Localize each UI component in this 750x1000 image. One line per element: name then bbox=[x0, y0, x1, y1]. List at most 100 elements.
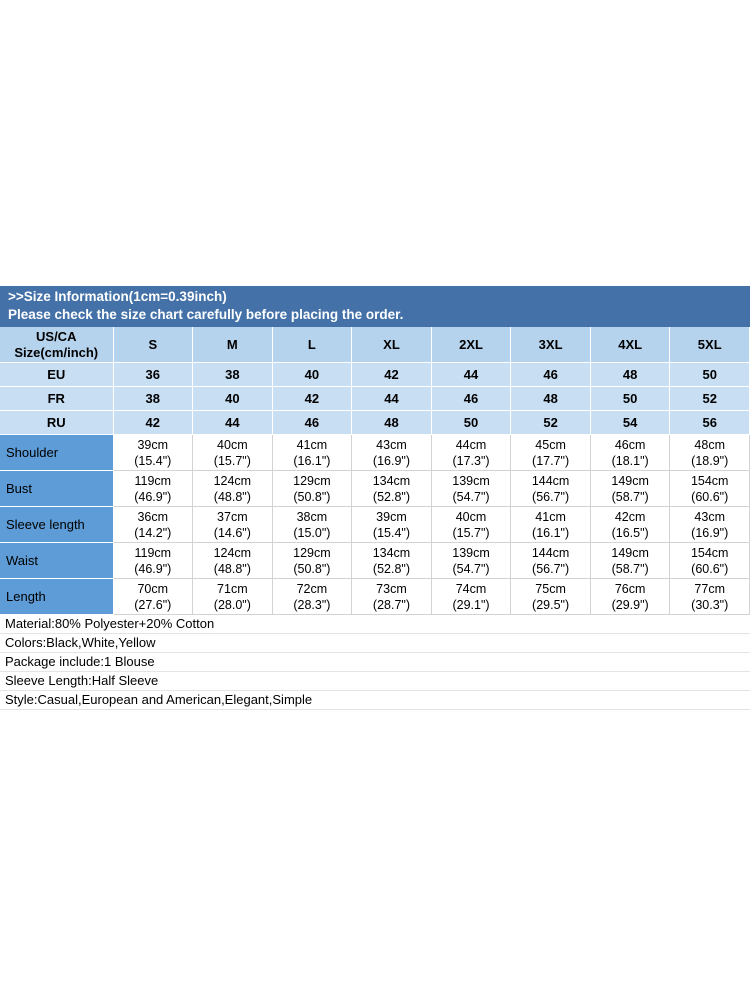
measure-value-cell: 71cm (28.0") bbox=[192, 578, 273, 615]
size-col-header: M bbox=[192, 327, 273, 363]
region-value-cell: 44 bbox=[192, 410, 273, 435]
measure-label: Sleeve length bbox=[0, 506, 114, 543]
measure-row-length: Length 70cm (27.6") 71cm (28.0") 72cm (2… bbox=[0, 578, 750, 615]
measure-value-cell: 70cm (27.6") bbox=[113, 578, 194, 615]
measure-value-cell: 44cm (17.3") bbox=[431, 434, 512, 471]
region-value-cell: 42 bbox=[113, 410, 194, 435]
region-label: FR bbox=[0, 386, 114, 411]
size-col-header: 3XL bbox=[510, 327, 591, 363]
measure-value-cell: 149cm (58.7") bbox=[590, 542, 671, 579]
measure-value-cell: 139cm (54.7") bbox=[431, 470, 512, 507]
banner-subtitle: Please check the size chart carefully be… bbox=[8, 307, 404, 322]
measure-value-cell: 134cm (52.8") bbox=[351, 470, 432, 507]
measure-value-cell: 124cm (48.8") bbox=[192, 542, 273, 579]
region-value-cell: 38 bbox=[192, 362, 273, 387]
measure-value-cell: 39cm (15.4") bbox=[113, 434, 194, 471]
region-row-ru: RU 42 44 46 48 50 52 54 56 bbox=[0, 410, 750, 435]
size-info-banner: >>Size Information(1cm=0.39inch) Please … bbox=[0, 286, 750, 327]
measure-row-bust: Bust 119cm (46.9") 124cm (48.8") 129cm (… bbox=[0, 470, 750, 507]
measure-value-cell: 154cm (60.6") bbox=[669, 470, 750, 507]
size-table: US/CA Size(cm/inch) S M L XL 2XL 3XL 4XL… bbox=[0, 327, 750, 615]
region-value-cell: 46 bbox=[510, 362, 591, 387]
measure-label: Length bbox=[0, 578, 114, 615]
banner-title: >>Size Information(1cm=0.39inch) bbox=[8, 289, 227, 304]
measure-value-cell: 149cm (58.7") bbox=[590, 470, 671, 507]
size-col-header: S bbox=[113, 327, 194, 363]
region-value-cell: 48 bbox=[510, 386, 591, 411]
size-col-header: 5XL bbox=[669, 327, 750, 363]
measure-value-cell: 40cm (15.7") bbox=[192, 434, 273, 471]
measure-value-cell: 41cm (16.1") bbox=[272, 434, 353, 471]
measure-value-cell: 41cm (16.1") bbox=[510, 506, 591, 543]
measure-label: Waist bbox=[0, 542, 114, 579]
measure-label: Shoulder bbox=[0, 434, 114, 471]
measure-value-cell: 45cm (17.7") bbox=[510, 434, 591, 471]
region-value-cell: 46 bbox=[272, 410, 353, 435]
measure-row-waist: Waist 119cm (46.9") 124cm (48.8") 129cm … bbox=[0, 542, 750, 579]
region-value-cell: 38 bbox=[113, 386, 194, 411]
region-row-fr: FR 38 40 42 44 46 48 50 52 bbox=[0, 386, 750, 411]
measure-value-cell: 39cm (15.4") bbox=[351, 506, 432, 543]
measure-value-cell: 144cm (56.7") bbox=[510, 542, 591, 579]
detail-package: Package include:1 Blouse bbox=[0, 653, 750, 672]
measure-value-cell: 124cm (48.8") bbox=[192, 470, 273, 507]
region-value-cell: 50 bbox=[590, 386, 671, 411]
region-value-cell: 50 bbox=[431, 410, 512, 435]
region-row-eu: EU 36 38 40 42 44 46 48 50 bbox=[0, 362, 750, 387]
measure-value-cell: 76cm (29.9") bbox=[590, 578, 671, 615]
region-value-cell: 42 bbox=[272, 386, 353, 411]
region-value-cell: 44 bbox=[431, 362, 512, 387]
region-value-cell: 48 bbox=[351, 410, 432, 435]
measure-value-cell: 134cm (52.8") bbox=[351, 542, 432, 579]
region-value-cell: 50 bbox=[669, 362, 750, 387]
measure-value-cell: 72cm (28.3") bbox=[272, 578, 353, 615]
measure-row-shoulder: Shoulder 39cm (15.4") 40cm (15.7") 41cm … bbox=[0, 434, 750, 471]
region-value-cell: 44 bbox=[351, 386, 432, 411]
measure-value-cell: 36cm (14.2") bbox=[113, 506, 194, 543]
measure-value-cell: 46cm (18.1") bbox=[590, 434, 671, 471]
region-label: RU bbox=[0, 410, 114, 435]
region-value-cell: 40 bbox=[192, 386, 273, 411]
measure-value-cell: 38cm (15.0") bbox=[272, 506, 353, 543]
region-value-cell: 52 bbox=[510, 410, 591, 435]
measure-value-cell: 43cm (16.9") bbox=[351, 434, 432, 471]
measure-value-cell: 43cm (16.9") bbox=[669, 506, 750, 543]
region-value-cell: 42 bbox=[351, 362, 432, 387]
region-value-cell: 54 bbox=[590, 410, 671, 435]
measure-value-cell: 37cm (14.6") bbox=[192, 506, 273, 543]
detail-material: Material:80% Polyester+20% Cotton bbox=[0, 615, 750, 634]
corner-header: US/CA Size(cm/inch) bbox=[0, 327, 114, 363]
measure-value-cell: 154cm (60.6") bbox=[669, 542, 750, 579]
measure-row-sleeve-length: Sleeve length 36cm (14.2") 37cm (14.6") … bbox=[0, 506, 750, 543]
detail-style: Style:Casual,European and American,Elega… bbox=[0, 691, 750, 710]
size-col-header: 4XL bbox=[590, 327, 671, 363]
region-value-cell: 52 bbox=[669, 386, 750, 411]
region-value-cell: 40 bbox=[272, 362, 353, 387]
size-col-header: L bbox=[272, 327, 353, 363]
product-details: Material:80% Polyester+20% Cotton Colors… bbox=[0, 615, 750, 710]
size-col-header: 2XL bbox=[431, 327, 512, 363]
region-value-cell: 56 bbox=[669, 410, 750, 435]
measure-value-cell: 139cm (54.7") bbox=[431, 542, 512, 579]
measure-value-cell: 75cm (29.5") bbox=[510, 578, 591, 615]
measure-value-cell: 119cm (46.9") bbox=[113, 542, 194, 579]
measure-label: Bust bbox=[0, 470, 114, 507]
region-value-cell: 46 bbox=[431, 386, 512, 411]
measure-value-cell: 129cm (50.8") bbox=[272, 542, 353, 579]
measure-value-cell: 42cm (16.5") bbox=[590, 506, 671, 543]
region-label: EU bbox=[0, 362, 114, 387]
measure-value-cell: 119cm (46.9") bbox=[113, 470, 194, 507]
region-value-cell: 36 bbox=[113, 362, 194, 387]
measure-value-cell: 48cm (18.9") bbox=[669, 434, 750, 471]
region-value-cell: 48 bbox=[590, 362, 671, 387]
measure-value-cell: 77cm (30.3") bbox=[669, 578, 750, 615]
measure-value-cell: 144cm (56.7") bbox=[510, 470, 591, 507]
measure-value-cell: 129cm (50.8") bbox=[272, 470, 353, 507]
measure-value-cell: 40cm (15.7") bbox=[431, 506, 512, 543]
size-col-header: XL bbox=[351, 327, 432, 363]
detail-colors: Colors:Black,White,Yellow bbox=[0, 634, 750, 653]
measure-value-cell: 74cm (29.1") bbox=[431, 578, 512, 615]
detail-sleeve-length: Sleeve Length:Half Sleeve bbox=[0, 672, 750, 691]
size-header-row: US/CA Size(cm/inch) S M L XL 2XL 3XL 4XL… bbox=[0, 327, 750, 363]
